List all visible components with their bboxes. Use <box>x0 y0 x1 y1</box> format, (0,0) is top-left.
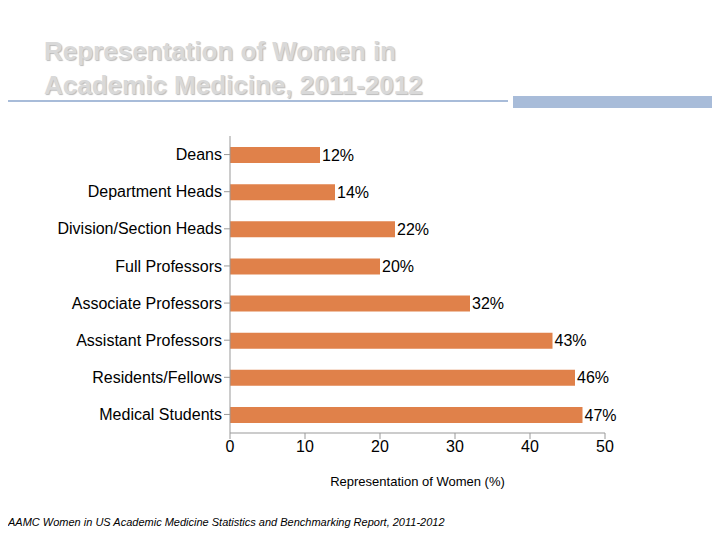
svg-text:32%: 32% <box>472 295 504 312</box>
svg-text:12%: 12% <box>322 147 354 164</box>
html-text:Representation of Women in Aca: Representation of Women in Academic Medi… <box>44 36 423 100</box>
svg-text:Medical Students: Medical Students <box>99 406 222 423</box>
svg-text:46%: 46% <box>577 369 609 386</box>
svg-text:Full Professors: Full Professors <box>115 258 222 275</box>
svg-text:22%: 22% <box>397 221 429 238</box>
svg-text:14%: 14% <box>337 184 369 201</box>
svg-text:40: 40 <box>521 438 539 455</box>
svg-text:0: 0 <box>226 438 235 455</box>
svg-text:20%: 20% <box>382 258 414 275</box>
svg-text:47%: 47% <box>585 407 617 424</box>
svg-text:Deans: Deans <box>176 146 222 163</box>
svg-text:Representation of Women (%): Representation of Women (%) <box>330 474 505 489</box>
svg-text:30: 30 <box>446 438 464 455</box>
svg-text:10: 10 <box>296 438 314 455</box>
svg-text:43%: 43% <box>555 332 587 349</box>
html-text:AAMC Women in US Academic Medi: AAMC Women in US Academic Medicine Stati… <box>8 516 445 528</box>
svg-text:Division/Section Heads: Division/Section Heads <box>57 220 222 237</box>
svg-text:Department Heads: Department Heads <box>88 183 222 200</box>
svg-text:Assistant Professors: Assistant Professors <box>76 332 222 349</box>
svg-text:20: 20 <box>371 438 389 455</box>
svg-text:Associate Professors: Associate Professors <box>72 295 222 312</box>
svg-text:50: 50 <box>596 438 614 455</box>
svg-text:Residents/Fellows: Residents/Fellows <box>92 369 222 386</box>
